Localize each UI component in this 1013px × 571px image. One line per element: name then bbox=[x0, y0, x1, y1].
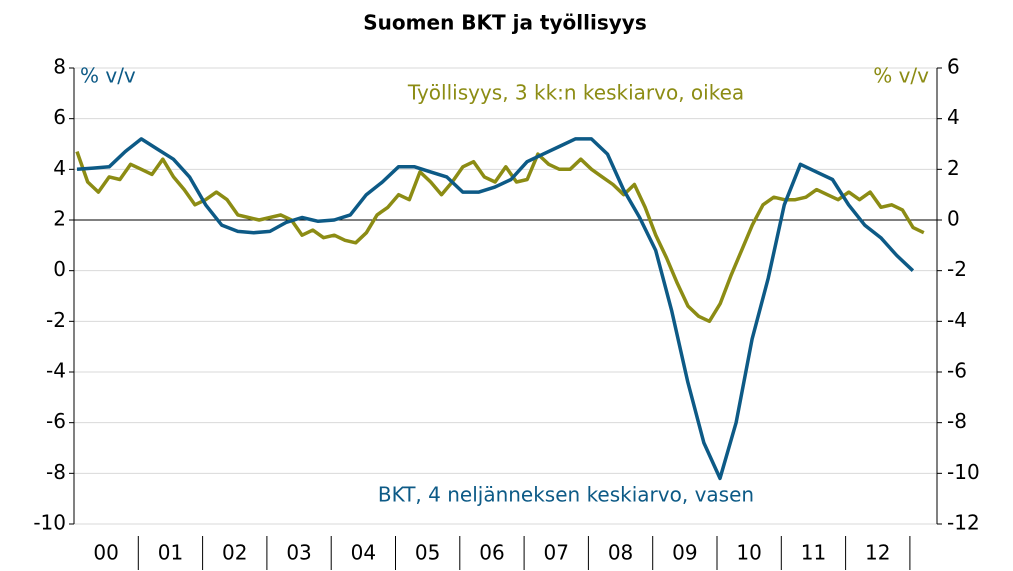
y-tick-label: -10 bbox=[33, 511, 66, 535]
y-tick-label: 4 bbox=[53, 156, 66, 180]
x-tick-label: 06 bbox=[479, 541, 504, 565]
y-tick-label: -6 bbox=[46, 409, 66, 433]
y-tick-label: 8 bbox=[53, 55, 66, 79]
series-annotation: Työllisyys, 3 kk:n keskiarvo, oikea bbox=[407, 81, 744, 105]
x-tick-label: 03 bbox=[286, 541, 311, 565]
x-tick-label: 07 bbox=[544, 541, 569, 565]
y-tick-label: -8 bbox=[46, 460, 66, 484]
x-tick-label: 08 bbox=[608, 541, 633, 565]
series-line bbox=[76, 137, 915, 481]
x-tick-label: 01 bbox=[158, 541, 183, 565]
x-tick-label: 10 bbox=[736, 541, 761, 565]
x-tick-label: 11 bbox=[801, 541, 826, 565]
series-annotation: BKT, 4 neljänneksen keskiarvo, vasen bbox=[378, 483, 754, 507]
y-tick-label: 2 bbox=[53, 207, 66, 231]
y2-tick-label: 6 bbox=[947, 55, 960, 79]
y-tick-label: -2 bbox=[46, 308, 66, 332]
y2-tick-label: 4 bbox=[947, 105, 960, 129]
x-tick-label: 00 bbox=[93, 541, 118, 565]
y-tick-label: -4 bbox=[46, 359, 66, 383]
y-tick-label: 0 bbox=[53, 257, 66, 281]
y2-axis-label: % v/v bbox=[873, 64, 929, 88]
y2-tick-label: -6 bbox=[947, 359, 967, 383]
y-axis-label: % v/v bbox=[80, 64, 136, 88]
y2-tick-label: -12 bbox=[947, 511, 980, 535]
y2-tick-label: -4 bbox=[947, 308, 967, 332]
y2-tick-label: 0 bbox=[947, 207, 960, 231]
x-tick-label: 12 bbox=[865, 541, 890, 565]
series-line bbox=[75, 151, 925, 324]
y2-tick-label: -8 bbox=[947, 409, 967, 433]
y-tick-label: 6 bbox=[53, 105, 66, 129]
x-tick-label: 09 bbox=[672, 541, 697, 565]
x-tick-label: 02 bbox=[222, 541, 247, 565]
y2-tick-label: 2 bbox=[947, 156, 960, 180]
y2-tick-label: -10 bbox=[947, 460, 980, 484]
y2-tick-label: -2 bbox=[947, 257, 967, 281]
chart-title: Suomen BKT ja työllisyys bbox=[363, 11, 646, 35]
x-tick-label: 05 bbox=[415, 541, 440, 565]
x-tick-label: 04 bbox=[351, 541, 376, 565]
